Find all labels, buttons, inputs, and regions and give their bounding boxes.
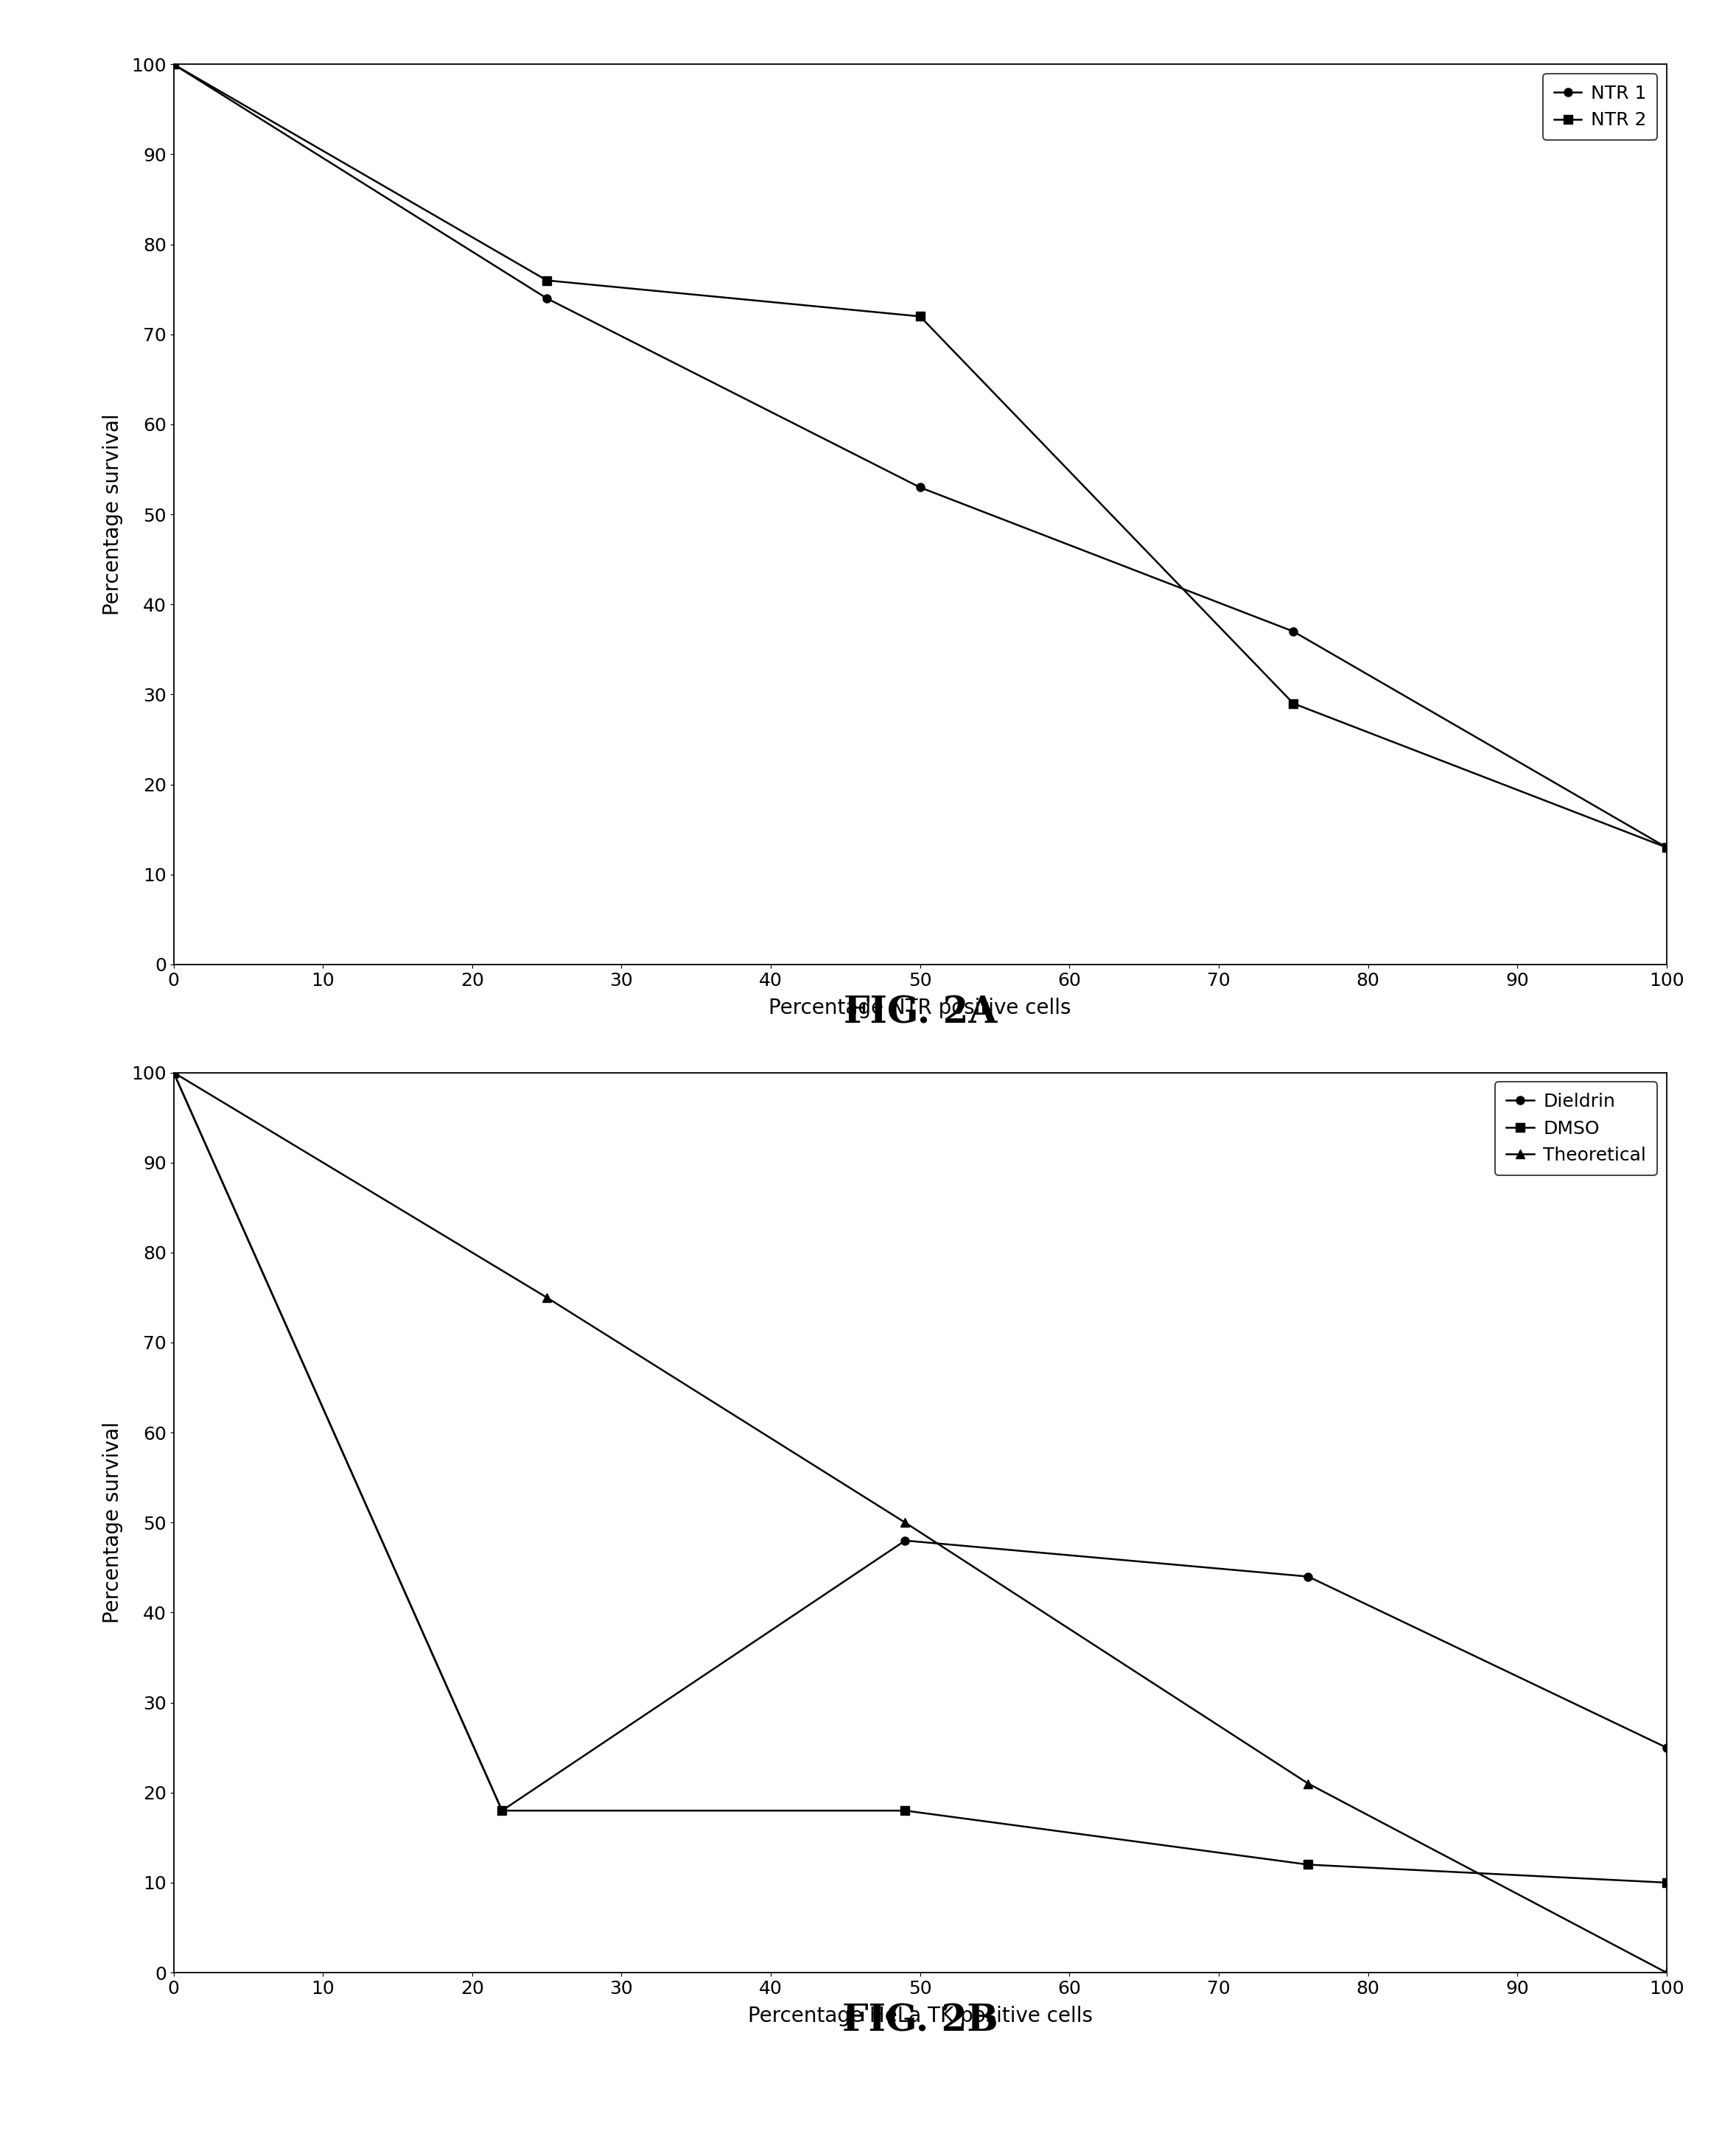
Line: Dieldrin: Dieldrin: [170, 1068, 1670, 1815]
NTR 1: [536, 285, 557, 311]
NTR 1: [1656, 834, 1677, 860]
Legend: Dieldrin, DMSO, Theoretical: Dieldrin, DMSO, Theoretical: [1495, 1081, 1658, 1175]
Y-axis label: Percentage survival: Percentage survival: [102, 414, 123, 616]
Line: DMSO: DMSO: [170, 1068, 1670, 1888]
Line: Theoretical: Theoretical: [170, 1068, 1670, 1978]
DMSO: [894, 1798, 915, 1823]
Dieldrin: [894, 1527, 915, 1553]
NTR 1: [910, 474, 930, 500]
NTR 2: [1656, 834, 1677, 860]
DMSO: [1656, 1870, 1677, 1896]
NTR 2: [910, 302, 930, 328]
Line: NTR 2: NTR 2: [170, 60, 1670, 852]
Text: FIG. 2B: FIG. 2B: [842, 2003, 998, 2040]
NTR 1: [163, 51, 184, 77]
Theoretical: [1656, 1961, 1677, 1986]
Theoretical: [1299, 1772, 1319, 1798]
NTR 2: [163, 51, 184, 77]
Theoretical: [894, 1510, 915, 1536]
Line: NTR 1: NTR 1: [170, 60, 1670, 852]
X-axis label: Percentage HeLa TK positive cells: Percentage HeLa TK positive cells: [748, 2006, 1092, 2027]
Legend: NTR 1, NTR 2: NTR 1, NTR 2: [1543, 73, 1658, 139]
DMSO: [491, 1798, 512, 1823]
DMSO: [163, 1060, 184, 1085]
Dieldrin: [1299, 1564, 1319, 1589]
Dieldrin: [1656, 1735, 1677, 1761]
NTR 1: [1283, 618, 1304, 644]
Text: FIG. 2A: FIG. 2A: [844, 995, 996, 1032]
Dieldrin: [491, 1798, 512, 1823]
DMSO: [1299, 1851, 1319, 1877]
Y-axis label: Percentage survival: Percentage survival: [102, 1422, 123, 1624]
Theoretical: [163, 1060, 184, 1085]
Dieldrin: [163, 1060, 184, 1085]
NTR 2: [536, 268, 557, 294]
X-axis label: Percentage NTR positive cells: Percentage NTR positive cells: [769, 997, 1071, 1019]
Theoretical: [536, 1285, 557, 1311]
NTR 2: [1283, 691, 1304, 716]
